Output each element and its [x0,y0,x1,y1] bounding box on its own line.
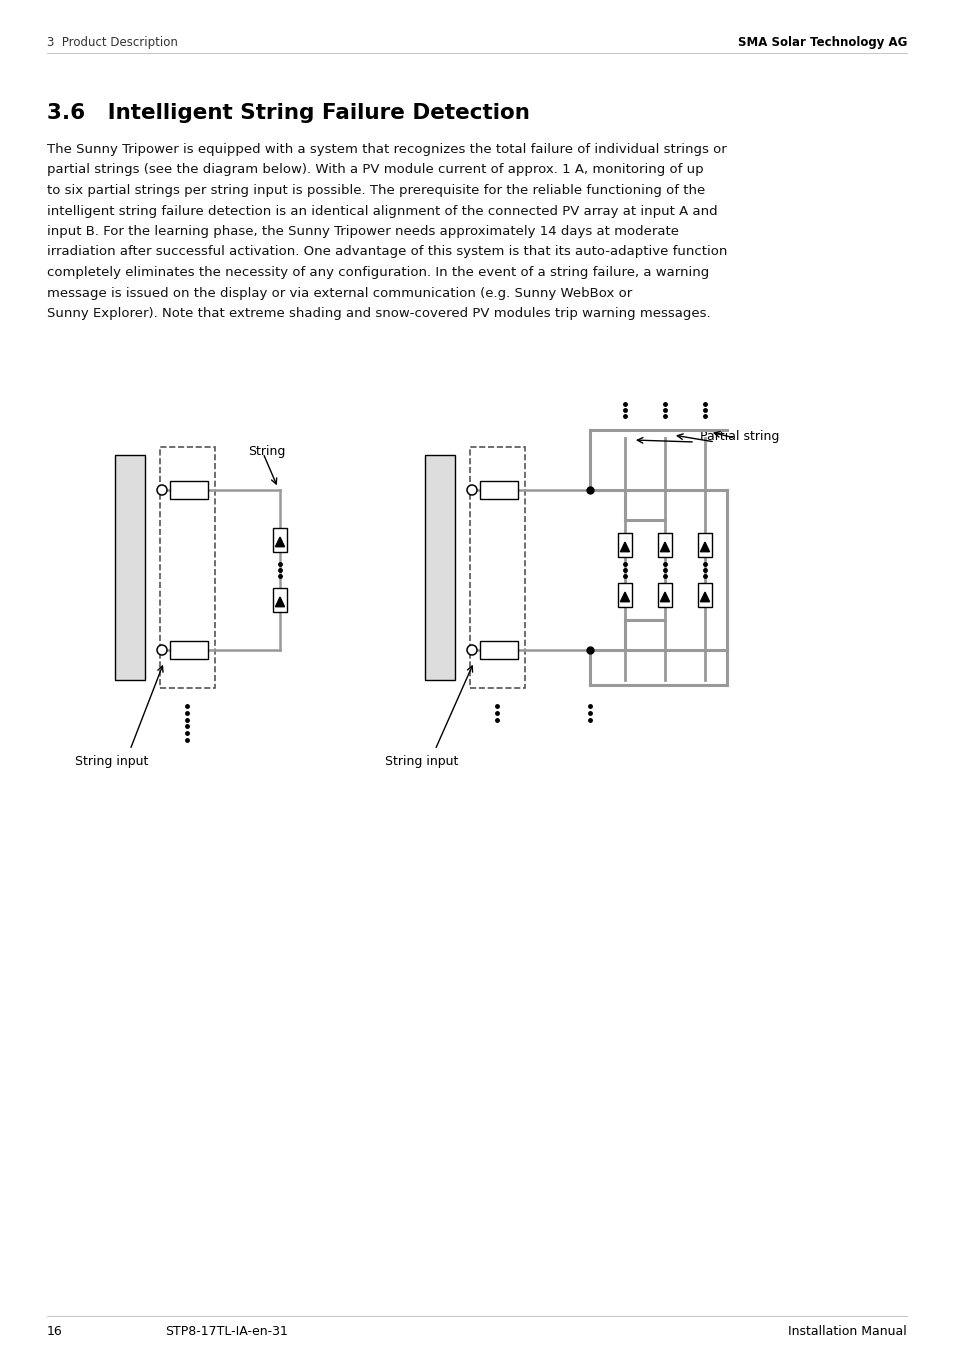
Circle shape [467,485,476,495]
Text: to six partial strings per string input is possible. The prerequisite for the re: to six partial strings per string input … [47,184,704,197]
Bar [698,533,711,557]
Text: intelligent string failure detection is an identical alignment of the connected : intelligent string failure detection is … [47,204,717,218]
Text: String input: String input [75,754,149,768]
Bar [160,448,214,688]
Circle shape [157,645,167,654]
Bar [698,583,711,607]
Text: A1-: A1- [483,644,503,657]
Bar [115,456,145,680]
Text: Sunny Explorer). Note that extreme shading and snow-covered PV modules trip warn: Sunny Explorer). Note that extreme shadi… [47,307,710,320]
Bar [424,456,455,680]
Text: STP8-17TL-IA-en-31: STP8-17TL-IA-en-31 [165,1325,288,1338]
Polygon shape [659,592,669,602]
Text: completely eliminates the necessity of any configuration. In the event of a stri: completely eliminates the necessity of a… [47,266,708,279]
Bar [479,641,517,658]
Bar [658,533,671,557]
Text: Partial string: Partial string [700,430,779,443]
Polygon shape [619,592,629,602]
Bar [618,533,631,557]
Text: A1+: A1+ [483,484,509,498]
Polygon shape [700,542,709,552]
Text: 3.6   Intelligent String Failure Detection: 3.6 Intelligent String Failure Detection [47,103,529,123]
Text: String input: String input [385,754,457,768]
Text: Installation Manual: Installation Manual [787,1325,906,1338]
Bar [479,481,517,499]
Polygon shape [275,537,284,546]
Bar [170,641,208,658]
Circle shape [157,485,167,495]
Text: A1-: A1- [173,644,193,657]
Bar [470,448,524,688]
Text: partial strings (see the diagram below). With a PV module current of approx. 1 A: partial strings (see the diagram below).… [47,164,703,177]
Polygon shape [619,542,629,552]
Text: SMA Solar Technology AG: SMA Solar Technology AG [737,37,906,49]
Circle shape [467,645,476,654]
Text: String: String [248,445,285,458]
Text: input B. For the learning phase, the Sunny Tripower needs approximately 14 days : input B. For the learning phase, the Sun… [47,224,679,238]
Text: The Sunny Tripower is equipped with a system that recognizes the total failure o: The Sunny Tripower is equipped with a sy… [47,143,726,155]
Bar [273,588,287,612]
Polygon shape [275,598,284,607]
Polygon shape [700,592,709,602]
Text: A1+: A1+ [173,484,199,498]
Bar [273,529,287,552]
Text: 3  Product Description: 3 Product Description [47,37,177,49]
Polygon shape [659,542,669,552]
Bar [618,583,631,607]
Text: irradiation after successful activation. One advantage of this system is that it: irradiation after successful activation.… [47,246,726,258]
Bar [658,583,671,607]
Bar [170,481,208,499]
Text: message is issued on the display or via external communication (e.g. Sunny WebBo: message is issued on the display or via … [47,287,632,300]
Text: 16: 16 [47,1325,63,1338]
